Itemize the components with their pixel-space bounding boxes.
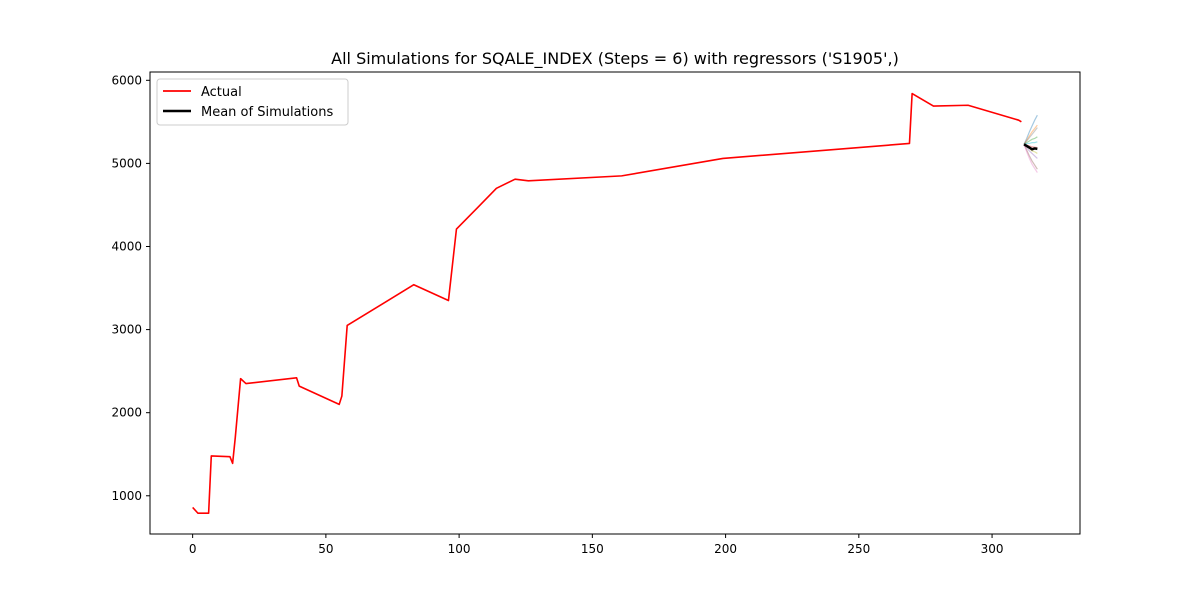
x-tick-label: 100 xyxy=(448,542,471,556)
y-tick-label: 2000 xyxy=(111,406,142,420)
legend-label-actual: Actual xyxy=(201,85,242,100)
x-tick-label: 150 xyxy=(581,542,604,556)
simulation-path xyxy=(1023,127,1038,145)
legend: Actual Mean of Simulations xyxy=(156,78,349,126)
simulation-path xyxy=(1023,144,1038,173)
x-tick-label: 200 xyxy=(714,542,737,556)
legend-box xyxy=(156,78,349,126)
y-tick-label: 1000 xyxy=(111,489,142,503)
series-layer xyxy=(192,92,1038,515)
actual-series-line xyxy=(192,92,1022,515)
x-tick-label: 0 xyxy=(189,542,197,556)
y-tick-label: 6000 xyxy=(111,73,142,87)
x-tick-label: 300 xyxy=(981,542,1004,556)
simulation-path xyxy=(1023,141,1038,145)
y-axis: 1000 2000 3000 4000 5000 6000 xyxy=(111,73,150,503)
simulation-path xyxy=(1023,136,1038,145)
chart-title: All Simulations for SQALE_INDEX (Steps =… xyxy=(331,49,899,69)
x-axis: 0 50 100 150 200 250 300 xyxy=(189,534,1004,556)
simulation-path xyxy=(1023,144,1038,170)
legend-label-mean: Mean of Simulations xyxy=(201,105,333,120)
y-tick-label: 4000 xyxy=(111,239,142,253)
simulation-path xyxy=(1023,124,1038,145)
x-tick-label: 50 xyxy=(318,542,333,556)
mean-simulations-line xyxy=(1023,143,1038,151)
y-tick-label: 3000 xyxy=(111,323,142,337)
x-tick-label: 250 xyxy=(847,542,870,556)
simulation-path xyxy=(1023,114,1038,145)
plot-frame xyxy=(149,71,1081,535)
y-tick-label: 5000 xyxy=(111,156,142,170)
